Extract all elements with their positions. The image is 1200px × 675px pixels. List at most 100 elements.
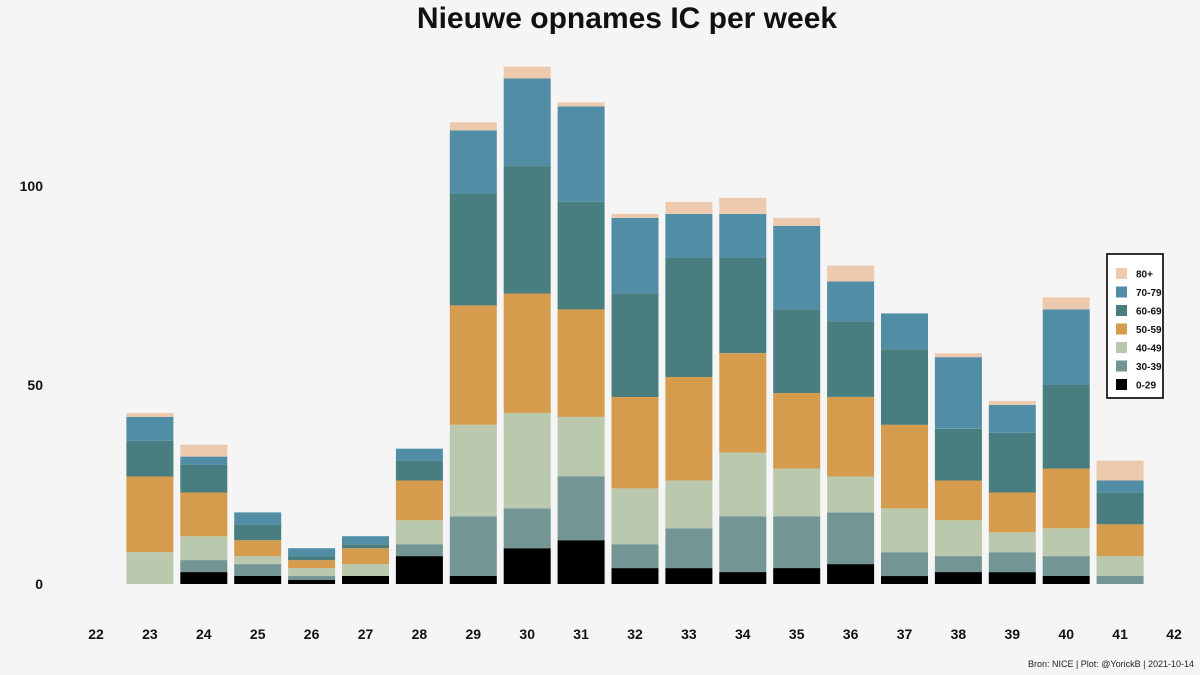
bar-week-38-70-79 bbox=[934, 357, 982, 429]
bar-week-32-0-29 bbox=[611, 568, 659, 584]
x-tick-label: 25 bbox=[250, 626, 266, 642]
bar-week-29-40-49 bbox=[449, 424, 497, 517]
legend: 80+ 70-79 60-69 50-59 40-49 30-39 0-29 bbox=[1106, 253, 1164, 399]
y-axis-ticks: 0 50 100 bbox=[20, 178, 44, 592]
legend-label: 0-29 bbox=[1136, 381, 1156, 392]
bar-week-41-30-39 bbox=[1096, 576, 1144, 584]
bar-week-36-80plus bbox=[827, 265, 875, 282]
bar-week-36-50-59 bbox=[827, 396, 875, 477]
bar-week-29-50-59 bbox=[449, 305, 497, 425]
legend-swatch bbox=[1116, 323, 1127, 335]
bar-week-28-70-79 bbox=[395, 448, 443, 461]
bar-week-41-40-49 bbox=[1096, 556, 1144, 576]
chart-title: Nieuwe opnames IC per week bbox=[417, 2, 837, 35]
bars bbox=[126, 66, 1144, 584]
bar-week-30-80plus bbox=[503, 66, 551, 79]
y-tick-label: 50 bbox=[27, 377, 43, 393]
bar-week-26-40-49 bbox=[288, 568, 336, 577]
legend-label: 50-59 bbox=[1136, 325, 1162, 336]
bar-week-24-30-39 bbox=[180, 560, 228, 572]
bar-week-37-30-39 bbox=[881, 552, 928, 577]
legend-label: 80+ bbox=[1136, 270, 1153, 281]
legend-swatch bbox=[1116, 342, 1127, 353]
bar-week-34-30-39 bbox=[719, 516, 767, 572]
bar-week-33-30-39 bbox=[665, 528, 713, 569]
x-tick-label: 27 bbox=[358, 626, 374, 642]
bar-week-29-30-39 bbox=[449, 516, 497, 576]
x-tick-label: 42 bbox=[1166, 626, 1182, 642]
bar-week-31-50-59 bbox=[557, 309, 605, 417]
y-tick-label: 100 bbox=[20, 178, 44, 194]
bar-week-34-0-29 bbox=[719, 572, 767, 584]
x-tick-label: 32 bbox=[627, 626, 643, 642]
bar-week-31-70-79 bbox=[557, 106, 605, 202]
bar-week-35-80plus bbox=[773, 217, 821, 226]
bar-week-32-40-49 bbox=[611, 488, 659, 545]
x-tick-label: 23 bbox=[142, 626, 158, 642]
bar-week-37-60-69 bbox=[881, 349, 928, 425]
bar-week-33-50-59 bbox=[665, 377, 713, 481]
bar-week-31-0-29 bbox=[557, 540, 605, 584]
bar-week-37-0-29 bbox=[881, 576, 928, 584]
bar-week-33-40-49 bbox=[665, 480, 713, 529]
bar-week-27-0-29 bbox=[342, 576, 389, 584]
bar-week-29-60-69 bbox=[449, 194, 497, 306]
x-tick-label: 34 bbox=[735, 626, 751, 642]
x-tick-label: 26 bbox=[304, 626, 320, 642]
bar-week-25-0-29 bbox=[234, 576, 282, 584]
bar-week-34-70-79 bbox=[719, 213, 767, 258]
bar-week-40-30-39 bbox=[1042, 556, 1090, 576]
bar-week-24-50-59 bbox=[180, 492, 228, 537]
x-axis-ticks: 22 23 24 25 26 27 28 29 30 31 32 33 34 35 36 37 38 39 40 41… bbox=[88, 626, 1182, 642]
legend-swatch bbox=[1116, 379, 1127, 390]
bar-week-41-60-69 bbox=[1096, 492, 1144, 525]
x-tick-label: 36 bbox=[843, 626, 859, 642]
bar-week-41-70-79 bbox=[1096, 480, 1144, 493]
bar-week-30-0-29 bbox=[503, 548, 551, 584]
bar-week-24-70-79 bbox=[180, 456, 228, 465]
bar-week-26-50-59 bbox=[288, 560, 336, 569]
x-tick-label: 22 bbox=[88, 626, 104, 642]
bar-week-32-60-69 bbox=[611, 293, 659, 397]
bar-week-23-80plus bbox=[126, 412, 174, 417]
bar-week-36-40-49 bbox=[827, 476, 875, 513]
bar-week-40-80plus bbox=[1042, 297, 1090, 310]
bar-week-39-70-79 bbox=[988, 404, 1036, 433]
bar-week-33-60-69 bbox=[665, 257, 713, 377]
bar-week-23-40-49 bbox=[126, 552, 174, 584]
bar-week-33-80plus bbox=[665, 201, 713, 214]
bar-week-32-70-79 bbox=[611, 217, 659, 294]
bar-week-28-60-69 bbox=[395, 460, 443, 481]
x-tick-label: 31 bbox=[573, 626, 589, 642]
bar-week-31-30-39 bbox=[557, 476, 605, 541]
bar-week-34-50-59 bbox=[719, 353, 767, 453]
x-tick-label: 30 bbox=[519, 626, 535, 642]
bar-week-28-0-29 bbox=[395, 556, 443, 584]
bar-week-30-60-69 bbox=[503, 166, 551, 294]
bar-week-37-50-59 bbox=[881, 424, 928, 509]
bar-week-32-50-59 bbox=[611, 396, 659, 489]
bar-week-29-80plus bbox=[449, 122, 497, 131]
x-tick-label: 39 bbox=[1005, 626, 1021, 642]
legend-label: 70-79 bbox=[1136, 288, 1162, 299]
bar-week-36-0-29 bbox=[827, 564, 875, 584]
bar-week-28-50-59 bbox=[395, 480, 443, 521]
y-tick-label: 0 bbox=[35, 576, 43, 592]
bar-week-25-40-49 bbox=[234, 556, 282, 565]
bar-week-29-70-79 bbox=[449, 130, 497, 194]
bar-week-39-80plus bbox=[988, 400, 1036, 405]
bar-week-40-60-69 bbox=[1042, 385, 1090, 469]
bar-week-40-50-59 bbox=[1042, 468, 1090, 529]
bar-week-34-80plus bbox=[719, 197, 767, 214]
bar-week-35-30-39 bbox=[773, 516, 821, 568]
bar-week-30-30-39 bbox=[503, 508, 551, 549]
bar-week-38-30-39 bbox=[934, 556, 982, 572]
bar-week-27-40-49 bbox=[342, 564, 389, 576]
bar-week-37-70-79 bbox=[881, 313, 928, 350]
bar-week-39-50-59 bbox=[988, 492, 1036, 533]
bar-week-24-40-49 bbox=[180, 536, 228, 561]
bar-week-24-60-69 bbox=[180, 464, 228, 493]
bar-week-23-50-59 bbox=[126, 476, 174, 553]
bar-week-36-70-79 bbox=[827, 281, 875, 322]
